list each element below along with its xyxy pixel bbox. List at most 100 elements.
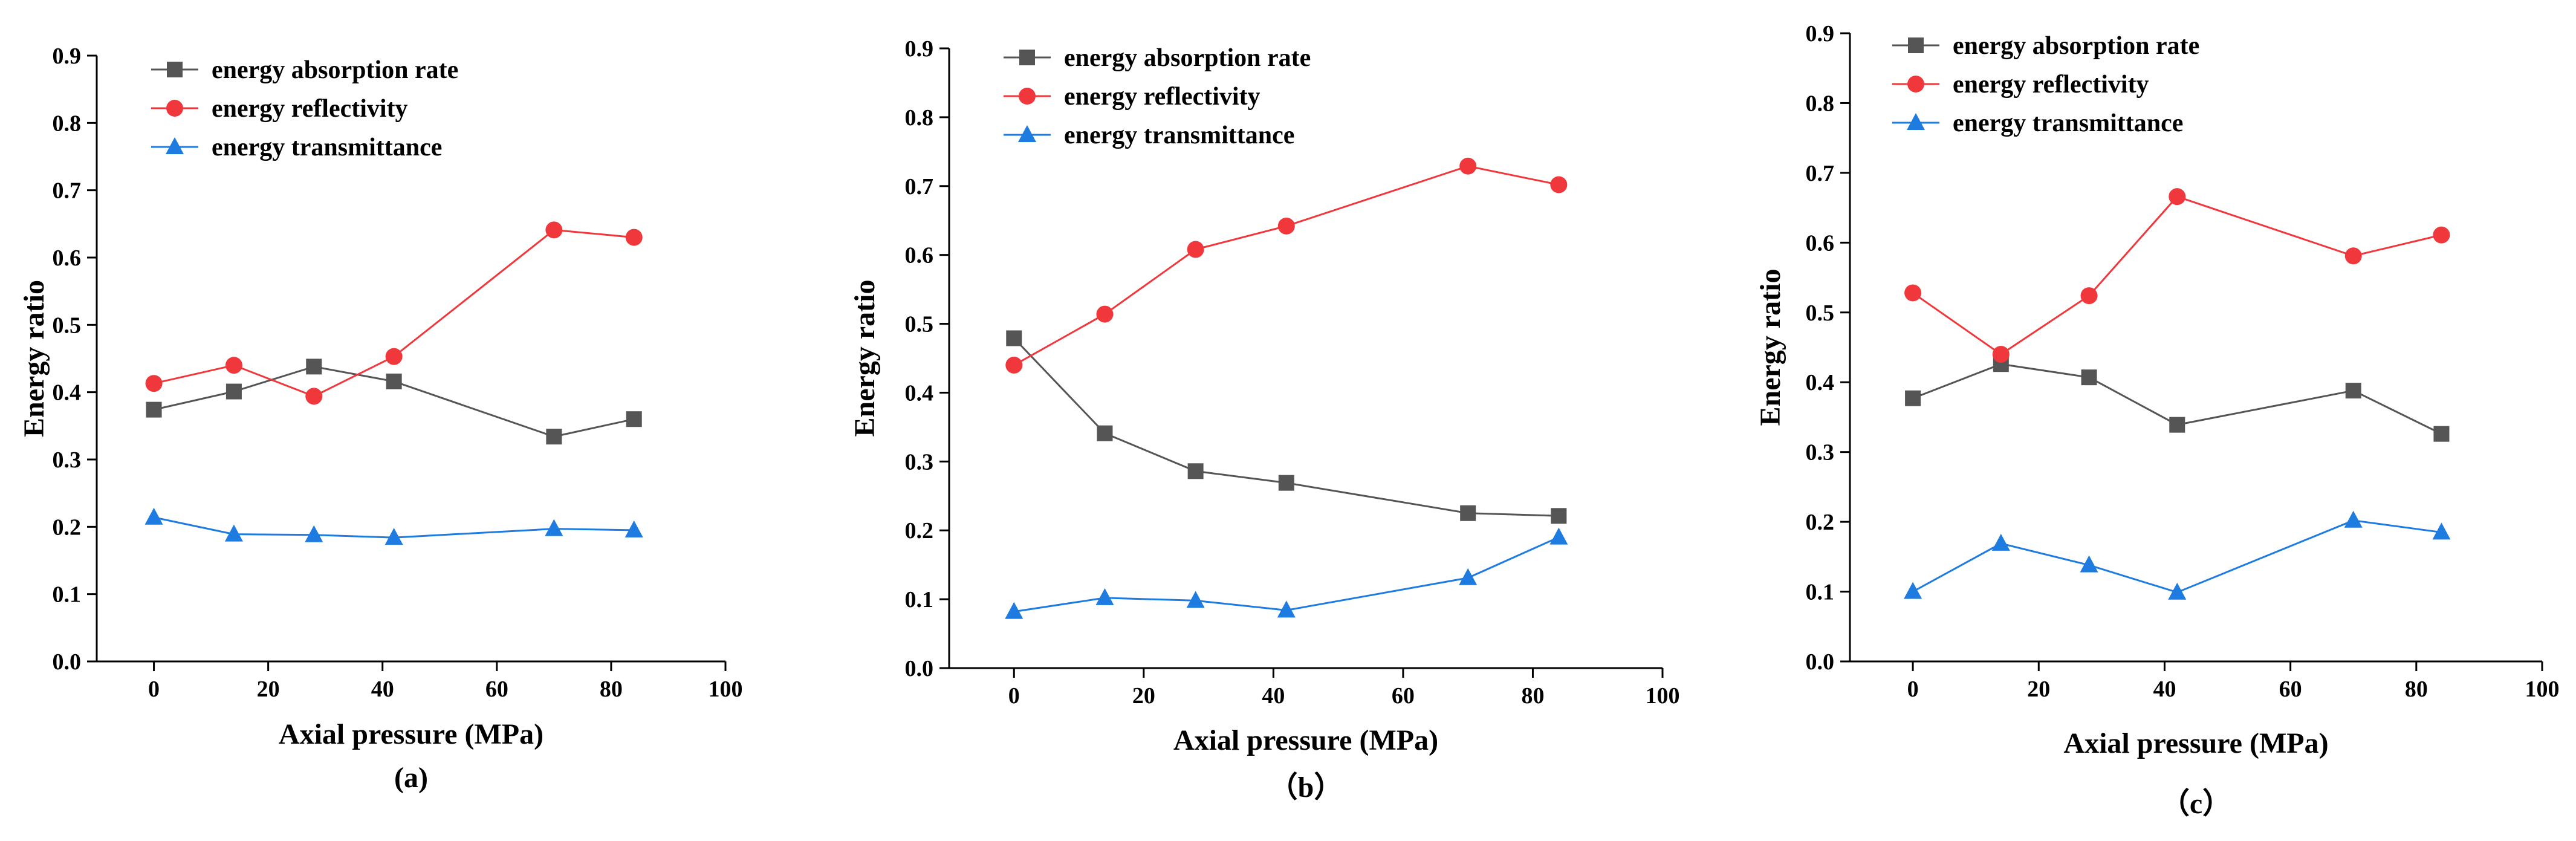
data-point <box>1904 284 1922 302</box>
y-axis-title: Energy ratio <box>849 280 881 437</box>
y-tick-label: 0.8 <box>1806 91 1835 116</box>
x-tick-label: 60 <box>1392 683 1415 709</box>
legend: energy absorption rate energy reflectivit… <box>151 56 458 161</box>
x-tick-label: 80 <box>2405 677 2428 702</box>
y-tick-label: 0.0 <box>905 656 934 681</box>
legend-label: energy reflectivity <box>1953 71 2149 99</box>
data-point <box>1187 241 1204 258</box>
series-energy-reflectivity <box>1904 188 2450 363</box>
series-energy-reflectivity <box>1005 157 1568 374</box>
data-point <box>225 383 242 400</box>
data-point <box>1005 602 1024 619</box>
x-tick-label: 0 <box>148 677 160 702</box>
data-point <box>225 357 242 374</box>
data-point <box>626 411 642 427</box>
legend-label: energy absorption rate <box>1064 44 1311 72</box>
data-point <box>2433 226 2450 244</box>
x-tick-label: 0 <box>1907 677 1919 702</box>
series-energy-absorption-rate <box>1905 356 2450 442</box>
legend-marker <box>1019 50 1035 65</box>
x-axis-title: Axial pressure (MPa) <box>279 718 543 750</box>
legend-label: energy reflectivity <box>1064 83 1260 111</box>
legend-label: energy absorption rate <box>212 56 458 84</box>
legend-label: energy absorption rate <box>1953 32 2199 60</box>
x-tick-label: 60 <box>2279 677 2302 702</box>
x-axis-title: Axial pressure (MPa) <box>2063 727 2328 759</box>
data-point <box>1096 305 1114 323</box>
data-point <box>1460 505 1476 521</box>
x-tick-label: 60 <box>485 677 508 702</box>
series-energy-absorption-rate <box>146 359 642 445</box>
data-point <box>2080 287 2098 305</box>
series-line <box>1912 195 2442 356</box>
x-tick-label: 40 <box>371 677 394 702</box>
y-tick-label: 0.8 <box>53 111 82 136</box>
y-tick-label: 0.4 <box>905 380 934 406</box>
panel-label: （c） <box>2161 788 2231 820</box>
x-tick-label: 40 <box>1262 683 1285 709</box>
series-line <box>154 365 635 438</box>
data-point <box>2344 510 2363 528</box>
x-tick-label: 20 <box>2027 677 2050 702</box>
data-point <box>1551 508 1567 524</box>
data-point <box>145 375 163 392</box>
y-tick-label: 0.4 <box>1806 370 1835 395</box>
y-tick-label: 0.3 <box>1806 440 1835 466</box>
y-tick-label: 0.0 <box>1806 649 1835 675</box>
data-point <box>1005 356 1023 374</box>
series-line <box>1912 519 2442 594</box>
data-point <box>306 359 322 375</box>
y-tick-label: 0.5 <box>1806 300 1835 326</box>
y-tick-label: 0.5 <box>53 313 82 338</box>
data-point <box>2168 582 2187 600</box>
data-point <box>305 525 323 542</box>
x-tick-label: 40 <box>2153 677 2176 702</box>
y-tick-label: 0.7 <box>53 178 82 204</box>
x-tick-label: 100 <box>1646 683 1680 709</box>
y-tick-label: 0.4 <box>53 380 82 406</box>
data-point <box>1097 425 1113 441</box>
data-point <box>2080 555 2098 573</box>
legend-marker <box>166 100 183 117</box>
legend-label: energy reflectivity <box>212 95 408 123</box>
y-tick-label: 0.5 <box>905 312 934 337</box>
data-point <box>1095 588 1114 605</box>
y-tick-label: 0.7 <box>1806 161 1835 186</box>
legend-marker <box>1907 76 1924 93</box>
panel-label: (a) <box>394 762 428 794</box>
y-tick-label: 0.1 <box>905 587 934 612</box>
x-tick-label: 100 <box>2525 677 2560 702</box>
data-point <box>546 429 562 445</box>
legend-label: energy transmittance <box>212 134 442 161</box>
y-tick-label: 0.1 <box>53 582 82 608</box>
data-point <box>545 519 563 536</box>
y-tick-label: 0.6 <box>905 243 934 268</box>
data-point <box>305 388 323 405</box>
series-line <box>154 229 634 397</box>
series-line <box>1014 536 1559 613</box>
y-tick-label: 0.9 <box>53 44 82 69</box>
data-point <box>1278 475 1294 491</box>
legend-marker <box>1019 88 1036 105</box>
y-axis-title: Energy ratio <box>1754 269 1786 426</box>
data-point <box>2433 426 2450 442</box>
y-tick-label: 0.2 <box>905 518 934 544</box>
y-tick-label: 0.1 <box>1806 580 1835 605</box>
data-point <box>146 401 162 418</box>
x-tick-label: 80 <box>600 677 623 702</box>
legend-marker <box>1907 113 1925 130</box>
series-energy-reflectivity <box>145 221 643 405</box>
series-line <box>1013 165 1559 366</box>
data-point <box>1550 176 1568 193</box>
data-point <box>1549 527 1568 545</box>
y-tick-label: 0.7 <box>905 174 934 200</box>
y-tick-label: 0.2 <box>1806 510 1835 535</box>
x-tick-label: 80 <box>1521 683 1544 709</box>
series-energy-transmittance <box>144 507 643 545</box>
data-point <box>1006 330 1022 346</box>
data-point <box>625 229 643 246</box>
data-point <box>1459 157 1477 175</box>
y-tick-label: 0.9 <box>905 36 934 62</box>
data-point <box>1187 463 1204 479</box>
